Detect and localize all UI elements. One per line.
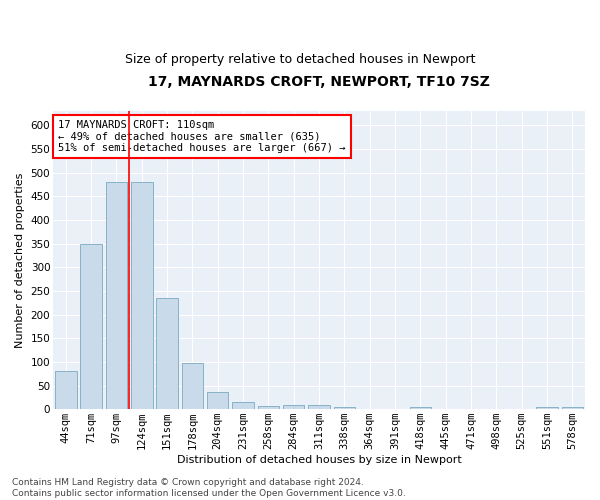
Bar: [334, 408, 355, 409]
Bar: [131, 182, 152, 409]
Bar: [106, 182, 127, 409]
Bar: [562, 407, 583, 409]
Bar: [536, 407, 558, 409]
Bar: [207, 392, 229, 409]
Y-axis label: Number of detached properties: Number of detached properties: [15, 172, 25, 348]
Bar: [157, 298, 178, 409]
Bar: [182, 364, 203, 409]
Bar: [80, 244, 102, 409]
Bar: [55, 372, 77, 409]
X-axis label: Distribution of detached houses by size in Newport: Distribution of detached houses by size …: [176, 455, 461, 465]
Text: Contains HM Land Registry data © Crown copyright and database right 2024.
Contai: Contains HM Land Registry data © Crown c…: [12, 478, 406, 498]
Bar: [410, 407, 431, 409]
Title: 17, MAYNARDS CROFT, NEWPORT, TF10 7SZ: 17, MAYNARDS CROFT, NEWPORT, TF10 7SZ: [148, 75, 490, 89]
Text: 17 MAYNARDS CROFT: 110sqm
← 49% of detached houses are smaller (635)
51% of semi: 17 MAYNARDS CROFT: 110sqm ← 49% of detac…: [58, 120, 346, 153]
Bar: [308, 406, 330, 409]
Bar: [257, 406, 279, 409]
Text: Size of property relative to detached houses in Newport: Size of property relative to detached ho…: [125, 52, 475, 66]
Bar: [283, 406, 304, 409]
Bar: [232, 402, 254, 409]
